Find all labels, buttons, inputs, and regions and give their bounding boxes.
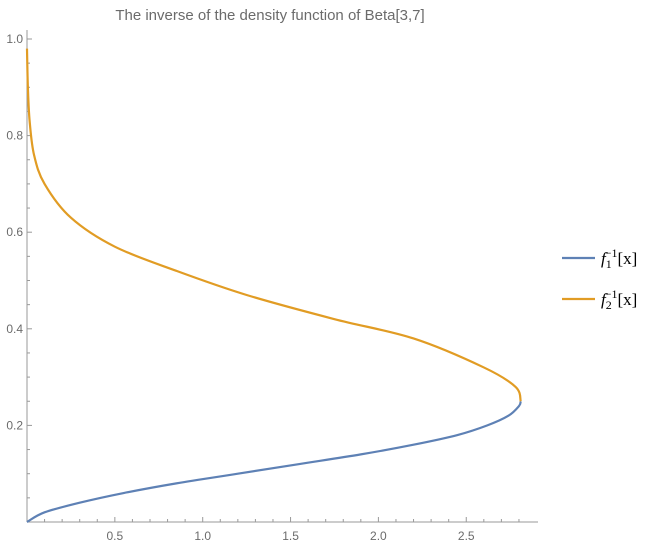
legend-label-2: f2−1[x]: [601, 287, 637, 312]
series-line-1: [26, 400, 522, 523]
y-tick-label: 0.8: [6, 129, 23, 143]
series-layer: [25, 48, 522, 523]
x-tick-label: 1.5: [282, 529, 299, 543]
legend-label-1: f1−1[x]: [601, 246, 637, 271]
y-tick-label: 1.0: [6, 32, 23, 46]
y-tick-label: 0.6: [6, 225, 23, 239]
x-tick-label: 0.5: [107, 529, 124, 543]
x-tick-label: 2.5: [458, 529, 475, 543]
y-tick-label: 0.2: [6, 418, 23, 432]
y-tick-label: 0.4: [6, 322, 23, 336]
chart-title: The inverse of the density function of B…: [115, 7, 424, 24]
x-tick-label: 1.0: [194, 529, 211, 543]
series-line-2: [25, 48, 522, 402]
x-tick-label: 2.0: [370, 529, 387, 543]
axes: 0.5 1.0 1.5 2.0 2.5 0.2 0.4 0.6 0.8 1.0: [6, 30, 538, 543]
legend: f1−1[x] f2−1[x]: [562, 246, 637, 312]
